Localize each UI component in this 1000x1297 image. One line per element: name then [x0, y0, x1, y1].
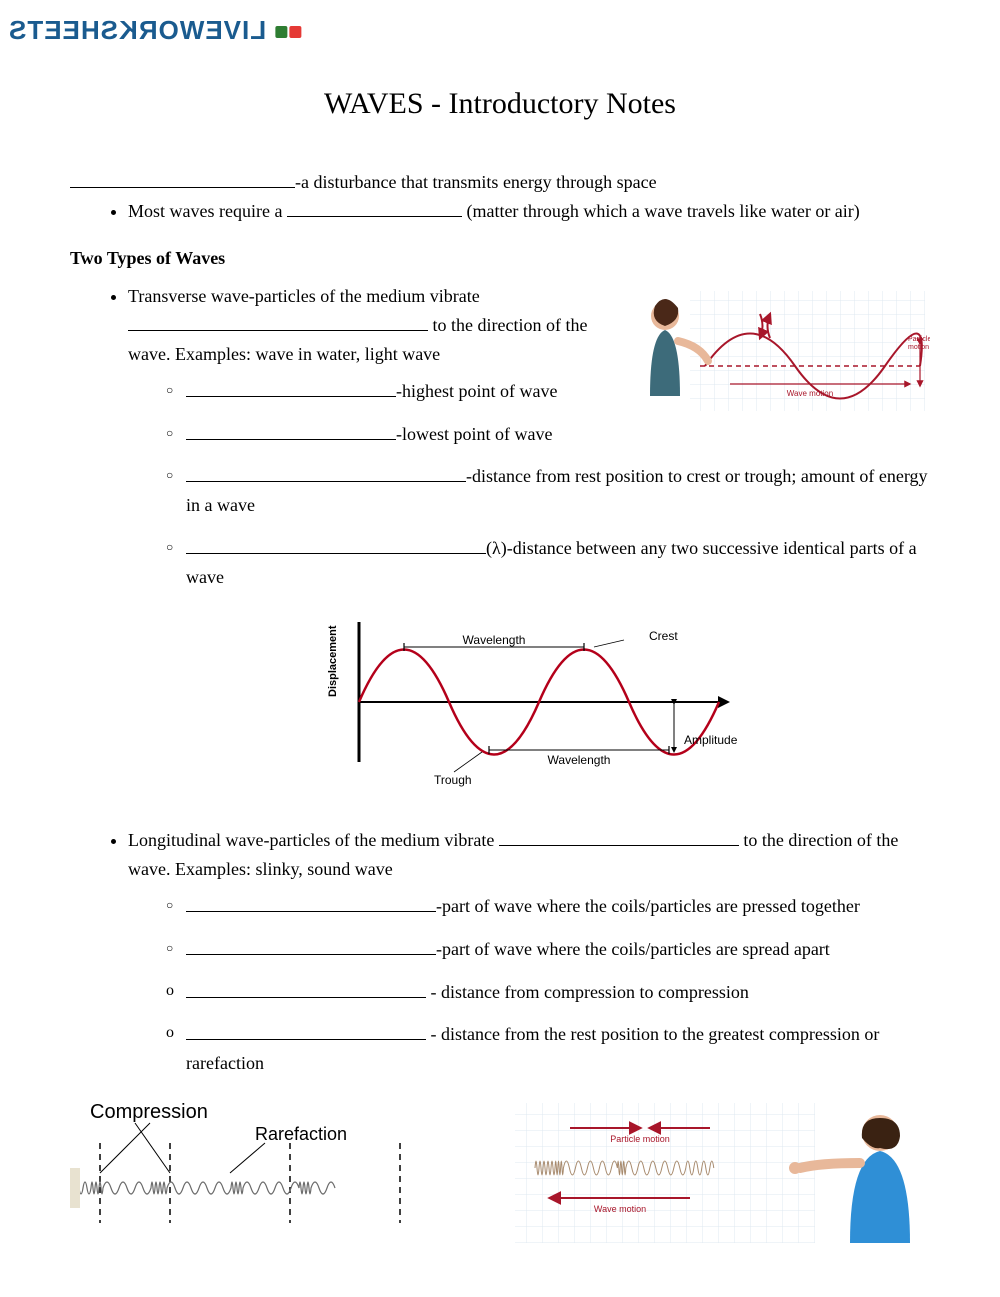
svg-text:motion: motion	[908, 344, 929, 351]
sine-wave-diagram: Displacement Wavelength Crest Wavelength…	[128, 612, 930, 801]
watermark: LIVEWORKSHEETS	[8, 10, 302, 52]
svg-text:Amplitude: Amplitude	[684, 733, 738, 747]
svg-text:Wavelength: Wavelength	[463, 633, 526, 647]
long-sub-3: - distance from compression to compressi…	[186, 978, 930, 1007]
svg-text:Crest: Crest	[649, 629, 678, 643]
intro-line: -a disturbance that transmits energy thr…	[70, 168, 930, 197]
svg-text:Particle: Particle	[908, 336, 930, 343]
blank-compression[interactable]	[186, 892, 436, 912]
transverse-sub-3: -distance from rest position to crest or…	[186, 462, 930, 520]
transverse-sub-2: -lowest point of wave	[186, 420, 930, 449]
worksheet-page: WAVES - Introductory Notes -a disturbanc…	[0, 0, 1000, 1297]
intro-bullet: Most waves require a (matter through whi…	[128, 197, 930, 226]
blank-rarefaction[interactable]	[186, 935, 436, 955]
slinky-illustration: Particle motion Wave motion	[510, 1098, 930, 1257]
label-rarefaction: Rarefaction	[255, 1124, 347, 1144]
long-sub-2: -part of wave where the coils/particles …	[186, 935, 930, 964]
svg-text:Wave motion: Wave motion	[594, 1204, 646, 1214]
svg-text:Displacement: Displacement	[327, 625, 339, 697]
label-compression: Compression	[90, 1101, 208, 1123]
page-title: WAVES - Introductory Notes	[70, 80, 930, 128]
blank-transverse-dir[interactable]	[128, 311, 428, 331]
svg-text:Particle motion: Particle motion	[610, 1134, 670, 1144]
long-sub-4: - distance from the rest position to the…	[186, 1020, 930, 1078]
blank-crest[interactable]	[186, 377, 396, 397]
blank-longitudinal-dir[interactable]	[499, 827, 739, 847]
section-two-types: Two Types of Waves	[70, 244, 930, 273]
blank-wave-term[interactable]	[70, 168, 295, 188]
blank-wavelength[interactable]	[186, 534, 486, 554]
compression-rarefaction-diagram: Compression Rarefaction	[70, 1098, 460, 1257]
long-sub-1: -part of wave where the coils/particles …	[186, 892, 930, 921]
blank-long-wavelength[interactable]	[186, 978, 426, 998]
svg-text:Trough: Trough	[434, 773, 472, 787]
transverse-item: Wave motion Particle motion Transverse w…	[128, 282, 930, 820]
blank-trough[interactable]	[186, 420, 396, 440]
longitudinal-item: Longitudinal wave-particles of the mediu…	[128, 826, 930, 1078]
blank-medium[interactable]	[287, 197, 462, 217]
blank-amplitude[interactable]	[186, 463, 466, 483]
svg-text:Wavelength: Wavelength	[548, 753, 611, 767]
blank-long-amplitude[interactable]	[186, 1021, 426, 1041]
transverse-sub-4: (λ)-distance between any two successive …	[186, 534, 930, 592]
transverse-sub-1: -highest point of wave	[186, 377, 930, 406]
